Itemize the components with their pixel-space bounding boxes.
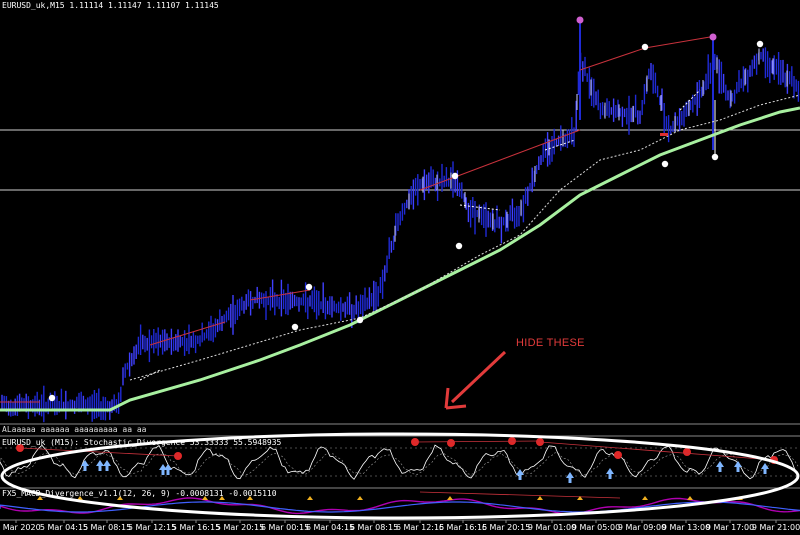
- time-axis-label: 9 Mar 21:00: [751, 523, 800, 532]
- stochastic-signal-star: [447, 439, 455, 447]
- swing-point-dot: [756, 40, 764, 48]
- time-axis-label: 5 Mar 20:15: [215, 523, 265, 532]
- macd-signal-arrow-icon: [447, 496, 453, 500]
- moving-average-line: [0, 106, 800, 412]
- macd-line: [0, 497, 800, 515]
- stochastic-signal-star: [614, 451, 622, 459]
- time-axis-label: 5 Mar 16:15: [171, 523, 221, 532]
- divergence-line: [644, 36, 711, 49]
- swing-point-dot: [356, 316, 364, 324]
- macd-signal-line: [0, 501, 800, 513]
- divergence-line: [419, 176, 456, 191]
- signal-marker: [576, 16, 584, 24]
- stochastic-panel-label: EURUSD_uk (M15): Stochastic_Divergence 5…: [2, 438, 282, 447]
- macd-signal-arrow-icon: [202, 496, 208, 500]
- time-axis-label: 9 Mar 09:00: [617, 523, 667, 532]
- time-axis-label: 5 Mar 12:15: [127, 523, 177, 532]
- annotation-arrow-icon: [444, 387, 467, 410]
- stochastic-arrow-icon: [516, 469, 524, 480]
- stochastic-arrow-icon: [566, 472, 574, 483]
- swing-point-dot: [451, 172, 459, 180]
- divergence-line: [679, 89, 701, 111]
- stochastic-line: [0, 444, 799, 480]
- highlight-ellipse: [0, 432, 800, 520]
- divergence-line: [454, 129, 581, 178]
- stochastic-divergence-line: [414, 440, 541, 443]
- macd-signal-arrow-icon: [357, 496, 363, 500]
- macd-signal-arrow-icon: [77, 496, 83, 500]
- stochastic-arrow-icon: [164, 464, 172, 475]
- stochastic-arrow-icon: [734, 461, 742, 472]
- divergence-line: [249, 289, 311, 301]
- time-axis-label: 6 Mar 04:15: [305, 523, 355, 532]
- time-axis-label: 9 Mar 01:00: [527, 523, 577, 532]
- stochastic-arrow-icon: [716, 461, 724, 472]
- macd-signal-arrow-icon: [537, 496, 543, 500]
- divergence-line: [149, 321, 226, 346]
- swing-point-dot: [305, 283, 313, 291]
- time-axis-label: 5 Mar 04:15: [39, 523, 89, 532]
- swing-point-dot: [641, 43, 649, 51]
- macd-signal-arrow-icon: [687, 496, 693, 500]
- stochastic-arrow-icon: [606, 468, 614, 479]
- signal-marker: [660, 133, 668, 136]
- macd-panel-label: FX5_MACD_Divergence_v1.1(12, 26, 9) -0.0…: [2, 489, 277, 498]
- macd-signal-arrow-icon: [37, 496, 43, 500]
- divergence-line: [579, 47, 646, 71]
- time-axis-label: 6 Mar 20:15: [481, 523, 531, 532]
- stochastic-arrow-icon: [761, 463, 769, 474]
- time-axis-label: 6 Mar 08:15: [349, 523, 399, 532]
- stochastic-arrow-icon: [103, 460, 111, 471]
- swing-point-dot: [291, 323, 299, 331]
- time-axis-label: Mar 2020: [2, 523, 41, 532]
- swing-point-dot: [48, 394, 56, 402]
- swing-point-dot: [661, 160, 669, 168]
- annotation-arrow-icon: [450, 350, 507, 404]
- stochastic-arrow-icon: [159, 464, 167, 475]
- stochastic-divergence-line: [539, 441, 775, 461]
- time-axis-label: 5 Mar 08:15: [82, 523, 132, 532]
- stochastic-arrow-icon: [96, 460, 104, 471]
- signal-marker: [709, 33, 717, 41]
- stochastic-signal-star: [683, 448, 691, 456]
- macd-signal-arrow-icon: [307, 496, 313, 500]
- macd-signal-arrow-icon: [247, 496, 253, 500]
- macd-divergence-line: [419, 491, 621, 499]
- time-axis-label: 9 Mar 17:00: [705, 523, 755, 532]
- time-axis-label: 9 Mar 05:00: [571, 523, 621, 532]
- macd-signal-arrow-icon: [219, 496, 225, 500]
- stochastic-divergence-line: [19, 447, 179, 457]
- indicator-label-overlay: ALaaaaa aaaaaa aaaaaaaaa aa aa: [2, 425, 147, 434]
- macd-signal-arrow-icon: [577, 496, 583, 500]
- macd-signal-arrow-icon: [117, 496, 123, 500]
- signal-line: [129, 94, 800, 381]
- macd-signal-arrow-icon: [642, 496, 648, 500]
- divergence-line: [139, 369, 161, 381]
- stochastic-arrow-icon: [81, 460, 89, 471]
- time-axis-label: 6 Mar 00:15: [260, 523, 310, 532]
- time-axis-label: 6 Mar 12:15: [395, 523, 445, 532]
- time-axis-label: 6 Mar 16:15: [438, 523, 488, 532]
- hide-these-annotation: HIDE THESE: [516, 337, 585, 349]
- divergence-line: [544, 139, 576, 151]
- swing-point-dot: [711, 153, 719, 161]
- divergence-line: [459, 204, 501, 211]
- time-axis-label: 9 Mar 13:00: [661, 523, 711, 532]
- swing-point-dot: [455, 242, 463, 250]
- symbol-info-label: EURUSD_uk,M15 1.11114 1.11147 1.11107 1.…: [2, 1, 219, 10]
- stochastic-signal-line: [0, 452, 799, 476]
